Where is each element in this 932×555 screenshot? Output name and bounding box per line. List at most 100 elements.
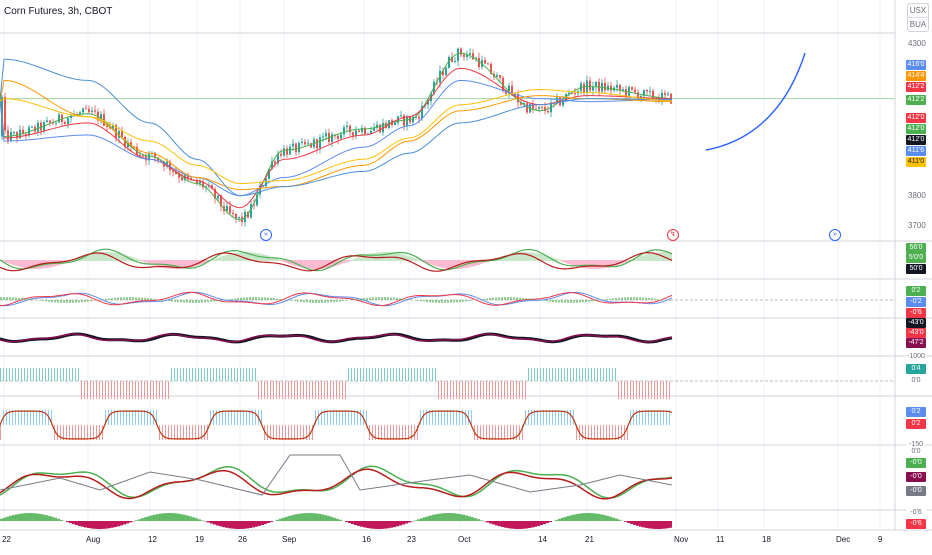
- candle-body: [616, 85, 618, 88]
- pane4-hist-bar: [381, 368, 382, 381]
- pane4-hist-bar: [90, 381, 91, 399]
- pane4-hist-bar: [9, 368, 10, 381]
- pane4-hist-bar: [69, 368, 70, 381]
- pane5-hist-bar: [528, 410, 529, 425]
- candle-body: [649, 91, 651, 92]
- pane2-hist-bar: [114, 298, 116, 300]
- pane7-hist-bar: [294, 514, 297, 521]
- pane7-hist-bar: [537, 521, 540, 526]
- pane7-hist-bar: [264, 521, 267, 524]
- pane7-hist-bar: [597, 514, 600, 521]
- pane2-hist-bar: [507, 297, 509, 300]
- pane5-hist-bar: [654, 410, 655, 425]
- pane4-hist-bar: [654, 381, 655, 399]
- pane7-hist-bar: [486, 521, 489, 522]
- pane4-hist-bar: [609, 368, 610, 381]
- pane4-hist-bar: [540, 368, 541, 381]
- pane2-hist-bar: [363, 298, 365, 300]
- pane4-hist-bar: [303, 381, 304, 399]
- currency-selector[interactable]: USX BUA: [907, 3, 929, 32]
- pane7-hist-bar: [219, 521, 222, 526]
- pane4-hist-bar: [630, 381, 631, 399]
- pane4-hist-bar: [3, 368, 4, 381]
- pane4-hist-bar: [354, 368, 355, 381]
- currency-line2[interactable]: BUA: [908, 18, 928, 31]
- ribbon-fill: [90, 254, 93, 261]
- pane7-hist-bar: [351, 521, 354, 524]
- pane2-hist-bar: [3, 297, 5, 300]
- indicator-badge: -0'0: [906, 472, 926, 482]
- pane7-hist-bar: [519, 521, 522, 529]
- pane5-hist-bar: [612, 425, 613, 440]
- currency-line1[interactable]: USX: [908, 4, 928, 18]
- pane7-hist-bar: [42, 514, 45, 521]
- pane7-hist-bar: [81, 521, 84, 527]
- pane4-hist-bar: [39, 368, 40, 381]
- pane7-hist-bar: [603, 515, 606, 521]
- pane2-hist-bar: [18, 298, 20, 300]
- pane4-hist-bar: [447, 381, 448, 399]
- pane2-hist-bar: [612, 298, 614, 300]
- pane5-hist-bar: [300, 425, 301, 440]
- pane7-hist-bar: [465, 515, 468, 521]
- pane4-hist-bar: [309, 381, 310, 399]
- pane5-hist-bar: [330, 410, 331, 425]
- candle-body: [49, 121, 51, 123]
- pane5-hist-bar: [309, 425, 310, 440]
- pane6-red-line: [0, 469, 672, 499]
- pane4-hist-bar: [78, 368, 79, 381]
- pane2-hist-bar: [9, 297, 11, 300]
- pane7-hist-bar: [51, 517, 54, 521]
- event-marker-icon[interactable]: »: [260, 229, 272, 241]
- pane5-hist-bar: [537, 410, 538, 425]
- pane5-hist-bar: [33, 410, 34, 425]
- time-axis-label: 16: [362, 535, 371, 544]
- pane4-hist-bar: [597, 368, 598, 381]
- goto-realtime-icon[interactable]: »: [829, 229, 841, 241]
- ribbon-fill: [213, 259, 216, 261]
- pane7-hist-bar: [123, 521, 126, 524]
- time-axis-label: 11: [716, 535, 724, 544]
- pane2-hist-bar: [396, 298, 398, 300]
- pane2-hist-bar: [591, 300, 593, 301]
- pane4-hist-bar: [216, 368, 217, 381]
- pane7-hist-bar: [405, 521, 408, 524]
- pane5-hist-bar: [594, 425, 595, 440]
- ribbon-fill: [600, 260, 603, 269]
- candle-body: [46, 121, 48, 123]
- candle-body: [37, 123, 39, 132]
- pane5-hist-bar: [396, 425, 397, 440]
- pane2-hist-bar: [168, 300, 170, 301]
- time-axis-label: 14: [538, 535, 547, 544]
- pane4-hist-bar: [453, 381, 454, 399]
- ribbon-fill: [225, 255, 228, 261]
- pane7-hist-bar: [300, 513, 303, 521]
- pane4-hist-bar: [33, 368, 34, 381]
- pane7-hist-bar: [477, 519, 480, 521]
- indicator-badge: 0'2: [906, 419, 926, 429]
- pane7-hist-bar: [330, 517, 333, 521]
- pane7-hist-bar: [180, 514, 183, 521]
- pane2-hist-bar: [585, 300, 587, 302]
- pane7-hist-bar: [612, 518, 615, 521]
- pane2-hist-bar: [60, 300, 62, 303]
- pane5-hist-bar: [228, 410, 229, 425]
- price-badge: 411'0: [906, 157, 926, 167]
- pane2-hist-bar: [492, 298, 494, 300]
- pane7-hist-bar: [138, 519, 141, 521]
- pane5-hist-bar: [591, 425, 592, 440]
- pane7-hist-bar: [54, 518, 57, 521]
- indicator-badge: -0'6: [906, 519, 926, 529]
- pane7-hist-bar: [153, 515, 156, 521]
- pane5-hist-bar: [141, 410, 142, 425]
- pane2-hist-bar: [543, 300, 545, 301]
- alert-lightning-icon[interactable]: ↯: [667, 229, 679, 241]
- candle-body: [394, 123, 396, 125]
- ribbon-fill: [432, 260, 435, 265]
- pane5-hist-bar: [69, 425, 70, 440]
- candle-body: [91, 111, 93, 113]
- pane2-hist-bar: [459, 300, 461, 302]
- pane4-hist-bar: [237, 368, 238, 381]
- pane2-hist-bar: [156, 299, 158, 300]
